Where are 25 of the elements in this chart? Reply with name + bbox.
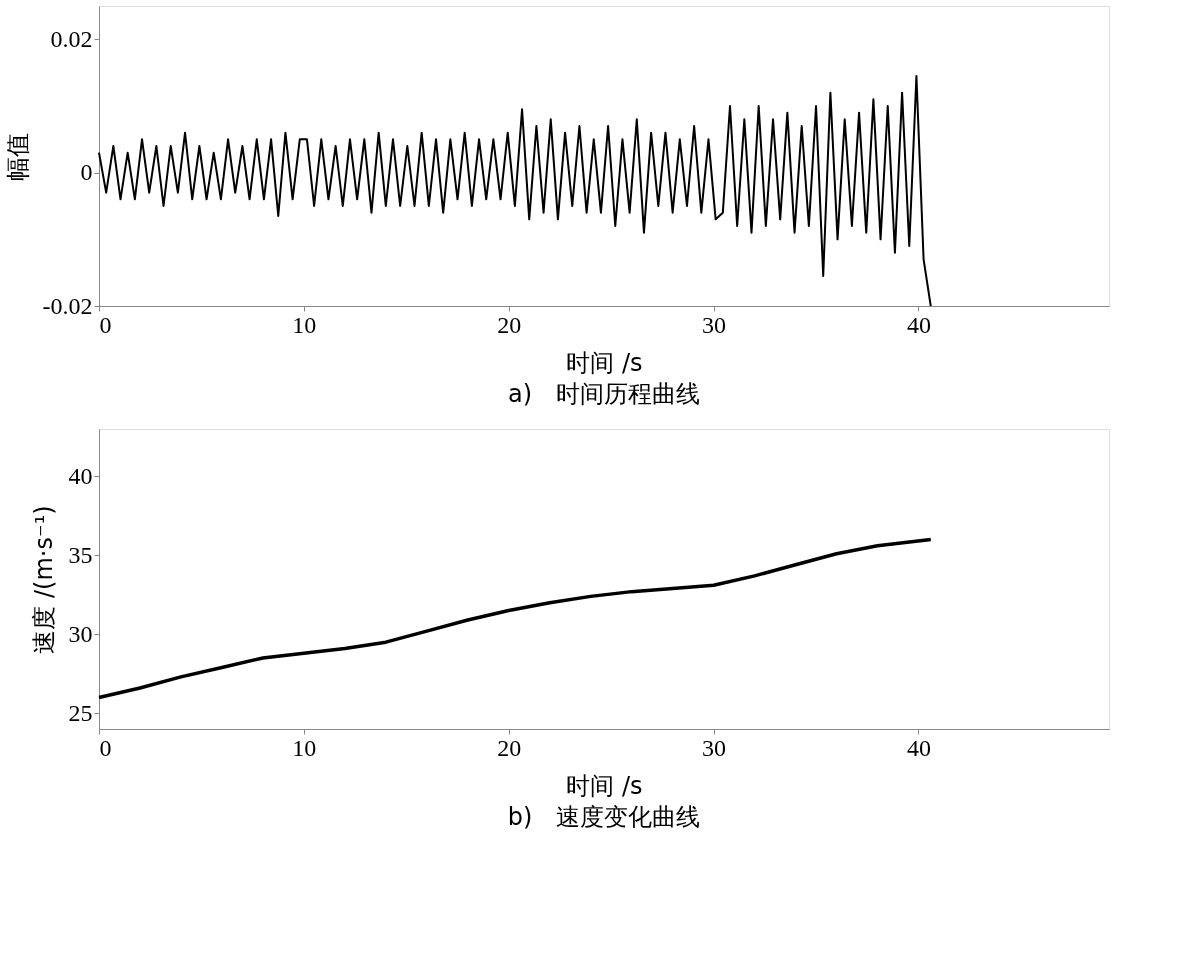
y-axis-title: 速度 /(m·s⁻¹) [29,505,58,654]
x-tick-label: 20 [497,311,522,338]
x-axis-title: 时间 /s [566,771,643,800]
x-tick-label: 30 [702,734,727,761]
y-tick-label: 35 [68,541,93,568]
x-tick-label: 20 [497,734,522,761]
y-tick-label: 0 [80,159,93,186]
text: b) 速度变化曲线 [507,803,701,831]
line-series [97,537,933,700]
x-tick-label: 0 [99,311,112,338]
y-axis-title: 幅值 [3,132,32,181]
line-series [98,75,932,307]
y-tick-label: 0.02 [50,25,93,52]
x-axis-title: 时间 /s [566,348,643,377]
x-tick-label: 40 [906,734,931,761]
x-tick-label: 0 [99,734,112,761]
y-tick-label: 30 [68,620,93,647]
x-tick-label: 10 [292,734,317,761]
x-tick-label: 10 [292,311,317,338]
y-tick-label: 40 [68,462,93,489]
x-tick-label: 40 [906,311,931,338]
text: a) 时间历程曲线 [507,380,701,408]
x-tick-label: 30 [702,311,727,338]
y-tick-label: -0.02 [42,292,93,319]
y-tick-label: 25 [68,699,93,726]
